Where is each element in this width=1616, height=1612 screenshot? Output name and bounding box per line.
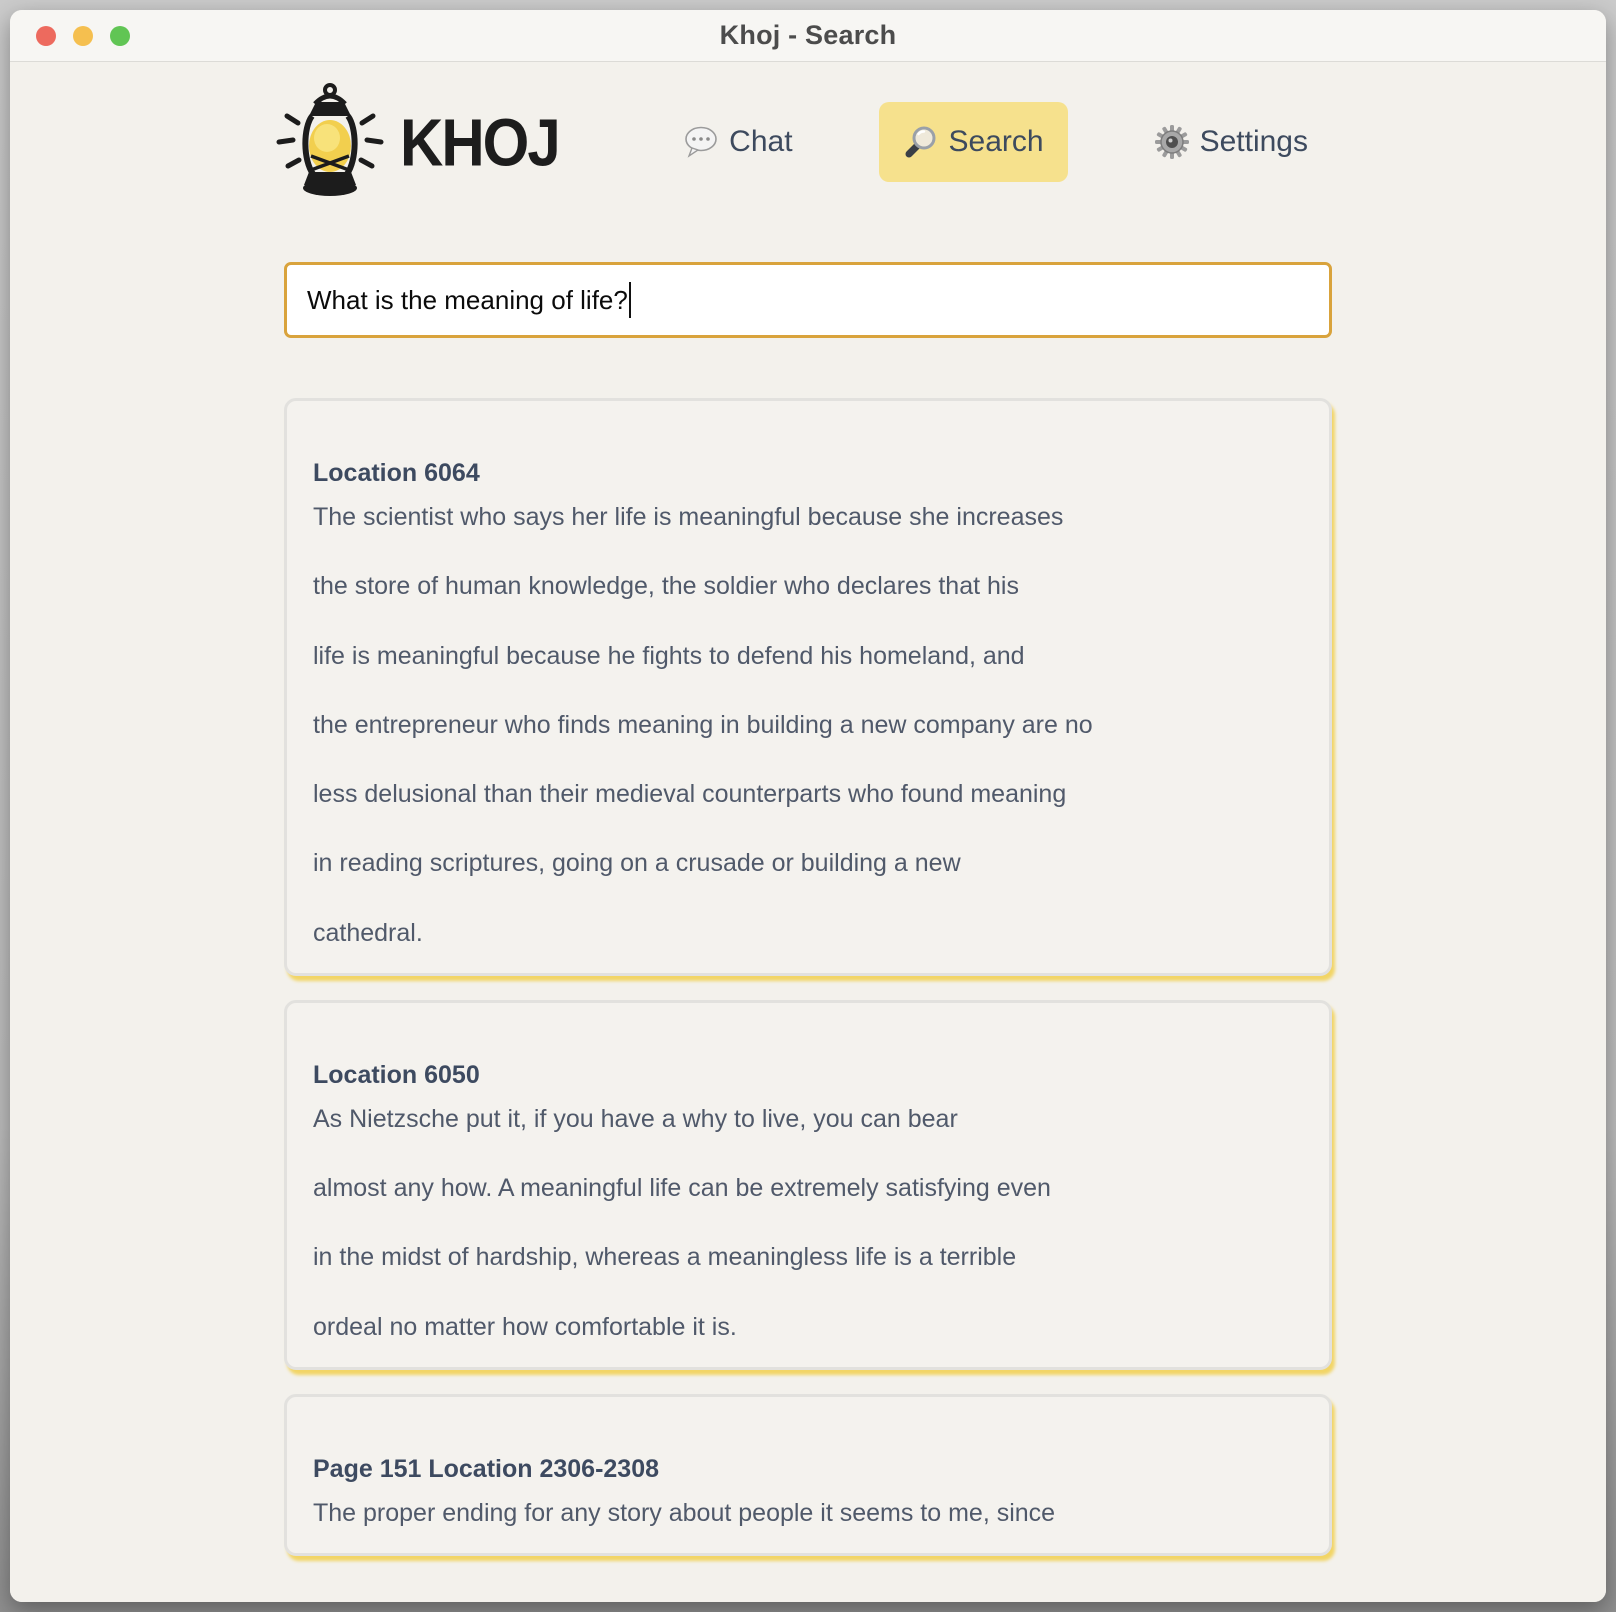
search-input[interactable]: What is the meaning of life? [284,262,1332,338]
result-text: The proper ending for any story about pe… [313,1498,1303,1529]
zoom-button[interactable] [110,25,130,46]
result-line: the store of human knowledge, the soldie… [313,572,1019,601]
speech-bubble-icon [683,125,719,159]
result-line: almost any how. A meaningful life can be… [313,1174,1051,1202]
result-line: As Nietzsche put it, if you have a why t… [313,1104,958,1133]
result-line: in the midst of hardship, whereas a mean… [313,1243,1017,1272]
gear-icon [1154,124,1190,160]
brand-name: KHOJ [400,104,561,180]
search-result-card[interactable]: Location 6050 As Nietzsche put it, if yo… [284,999,1332,1370]
nav-settings-label: Settings [1199,125,1308,158]
result-line: the entrepreneur who finds meaning in bu… [313,710,1093,739]
nav-settings[interactable]: Settings [1130,102,1332,182]
result-line: in reading scriptures, going on a crusad… [313,849,961,878]
result-line: The proper ending for any story about pe… [313,1498,1056,1527]
text-caret [628,282,631,318]
close-button[interactable] [36,25,56,46]
top-navigation: Chat Search [659,102,1332,182]
result-location-heading: Location 6064 [313,459,480,487]
result-location-heading: Location 6050 [313,1060,480,1089]
result-location-heading: Page 151 Location 2306-2308 [313,1454,660,1483]
titlebar: Khoj - Search [10,10,1606,62]
search-results: Location 6064 The scientist who says her… [284,398,1332,1556]
minimize-button[interactable] [73,25,93,46]
window-title: Khoj - Search [719,20,897,50]
result-line: cathedral. [313,918,423,947]
result-line: life is meaningful because he fights to … [313,641,1025,670]
main-content: KHOJ [10,62,1606,1602]
search-result-card[interactable]: Location 6064 The scientist who says her… [284,398,1332,976]
nav-search[interactable]: Search [878,102,1068,182]
result-line: The scientist who says her life is meani… [313,503,1064,531]
nav-search-label: Search [948,125,1044,158]
app-window: Khoj - Search [10,10,1606,1602]
nav-chat-label: Chat [729,125,793,158]
result-text: As Nietzsche put it, if you have a why t… [313,1104,1303,1343]
nav-chat[interactable]: Chat [659,103,816,181]
search-query-text: What is the meaning of life? [307,284,628,315]
result-text: The scientist who says her life is meani… [313,502,1303,949]
lantern-icon [270,82,390,202]
khoj-logo: KHOJ [270,82,561,202]
app-header: KHOJ [276,83,1332,196]
result-line: less delusional than their medieval coun… [313,780,1067,808]
result-line: ordeal no matter how comfortable it is. [313,1312,737,1341]
magnifying-glass-icon [903,124,939,160]
search-result-card[interactable]: Page 151 Location 2306-2308 The proper e… [284,1393,1332,1556]
traffic-lights [36,10,130,61]
